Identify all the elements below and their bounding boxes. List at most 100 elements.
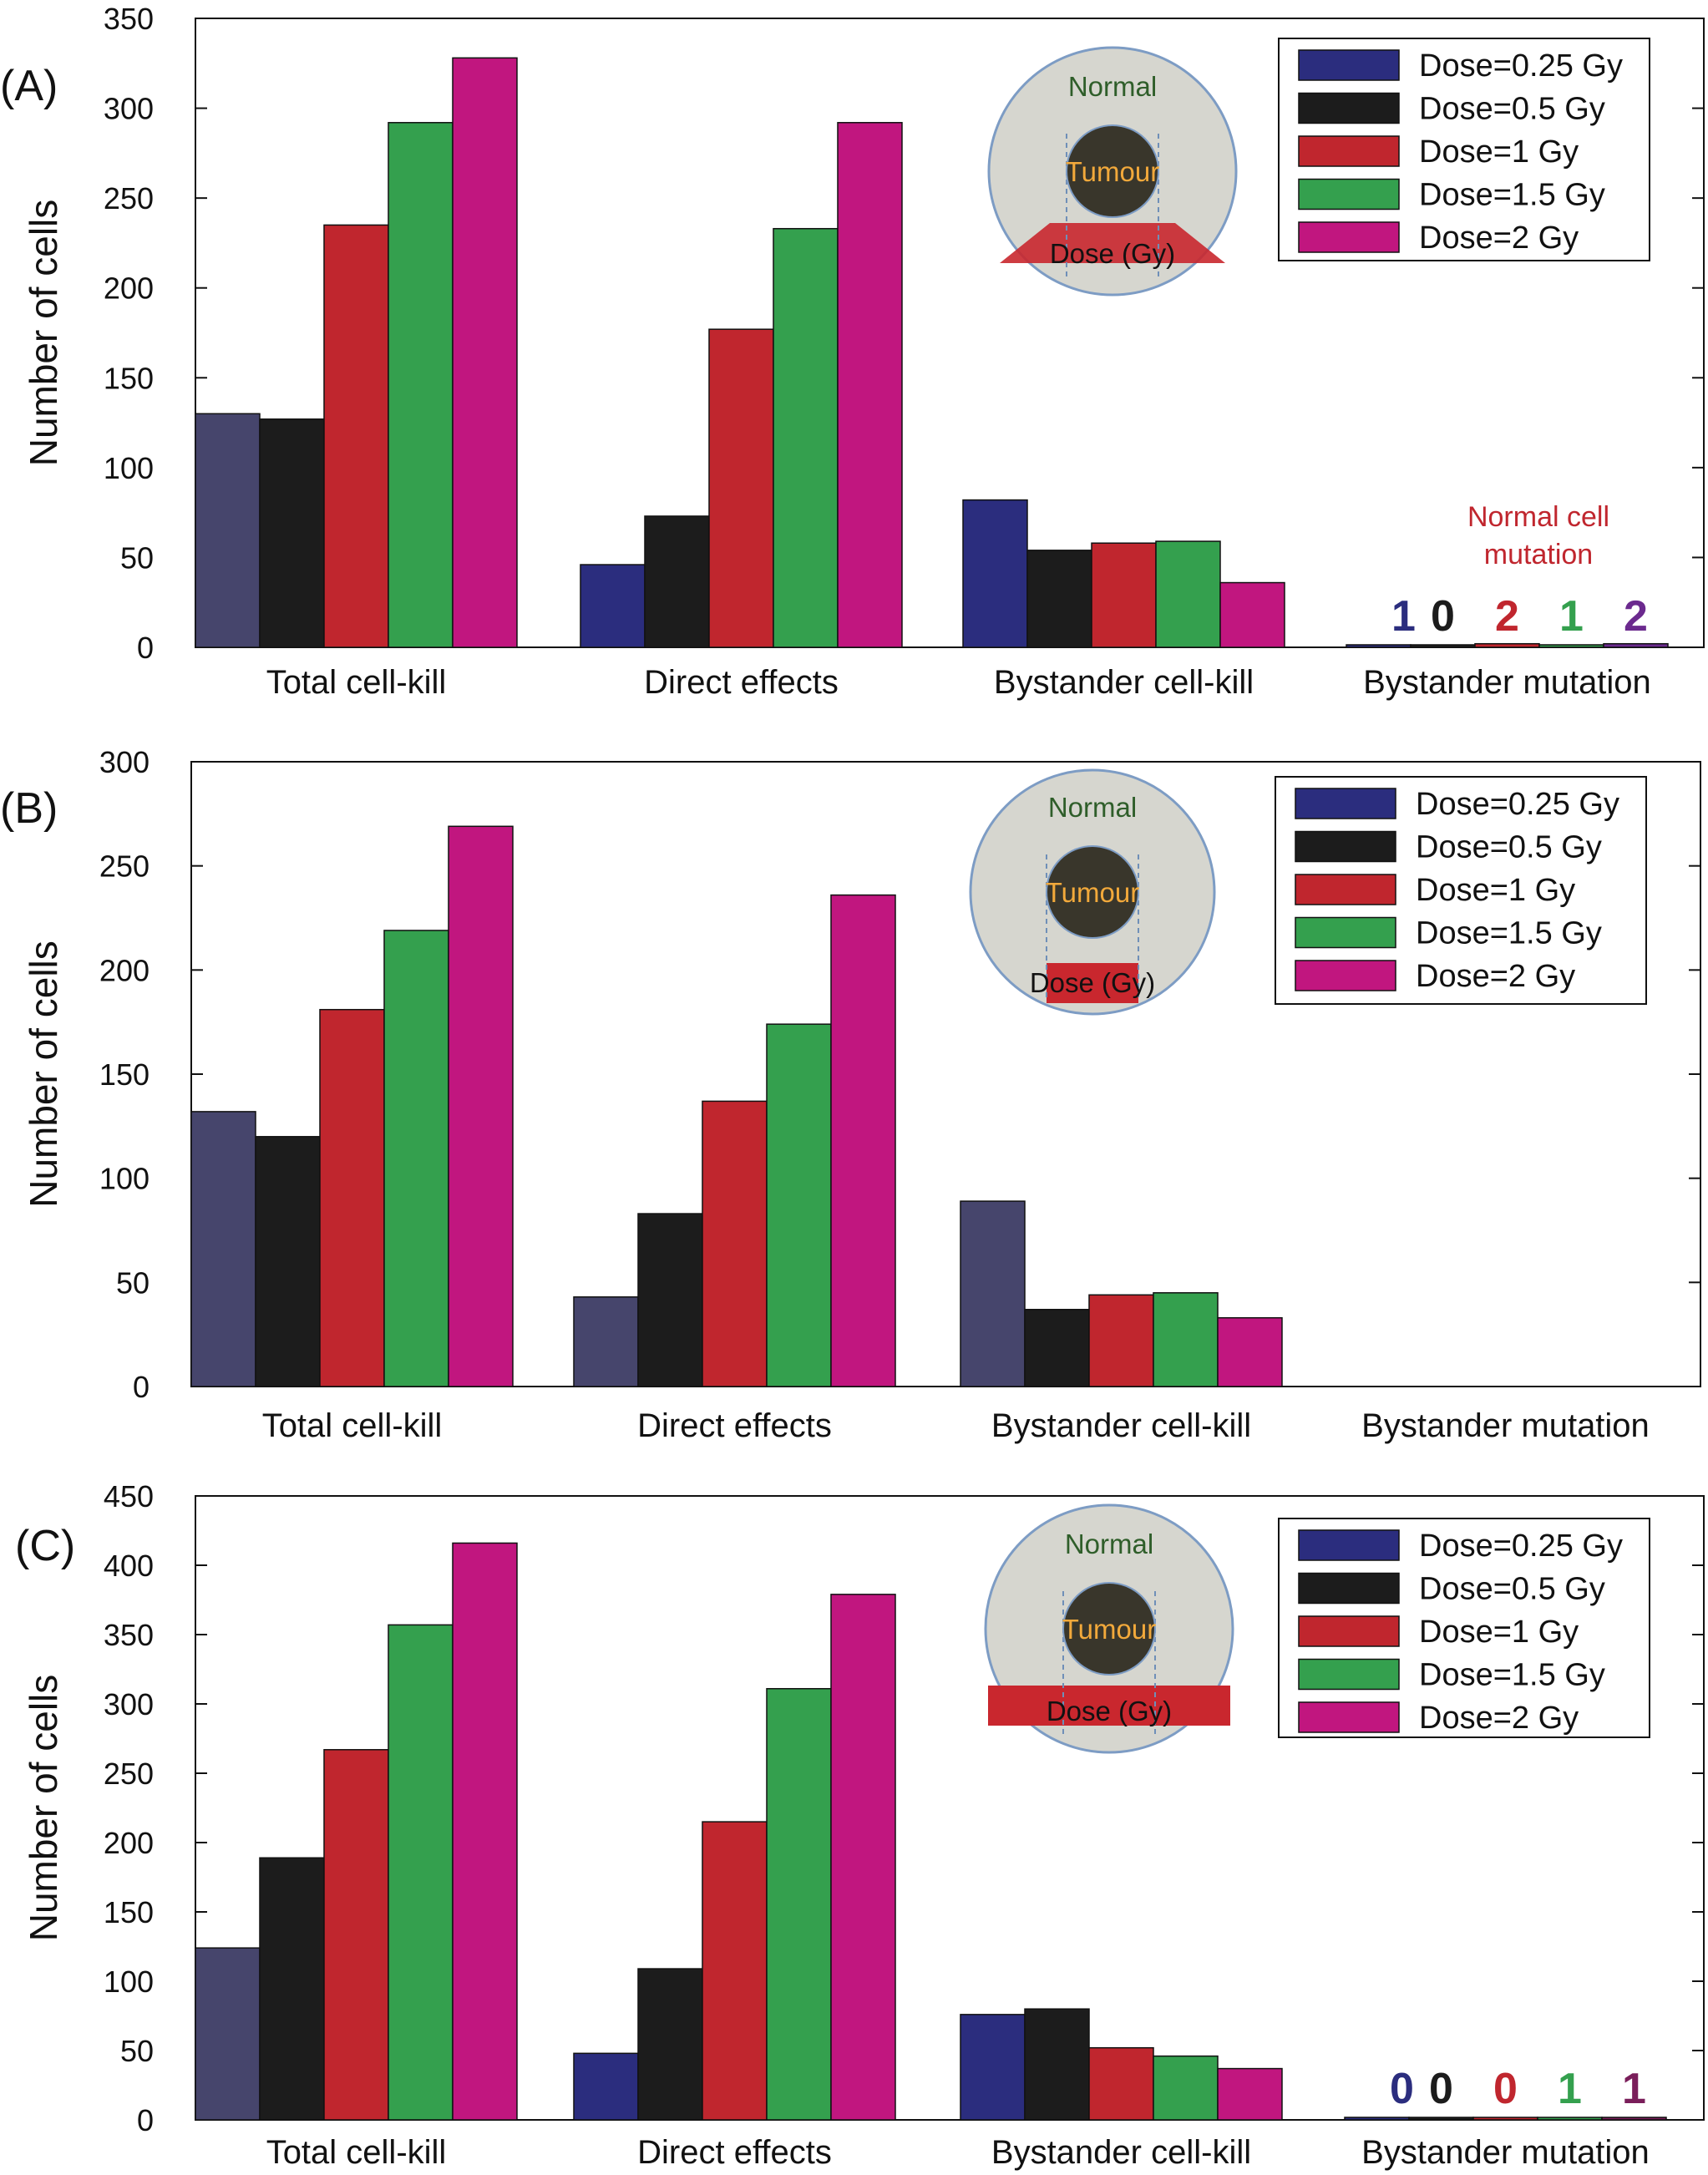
mutation-count-label: 1 xyxy=(1558,2065,1582,2113)
bar-direct-effects-dose-0-5-gy xyxy=(637,1213,703,1387)
dose-geometry-inset: Normal Tumour Dose (Gy) xyxy=(984,1503,1234,1754)
bar-total-cell-kill-dose-1-gy xyxy=(323,224,389,648)
y-tick-label: 300 xyxy=(104,1687,154,1721)
bar-bystander-cell-kill-dose-2-gy xyxy=(1219,581,1285,648)
legend-swatch xyxy=(1298,178,1400,210)
legend-swatch xyxy=(1298,49,1400,81)
bar-direct-effects-dose-0-25-gy xyxy=(573,1296,639,1387)
y-tick-label: 100 xyxy=(104,1965,154,1999)
dose-label: Dose (Gy) xyxy=(1030,967,1155,998)
bar-direct-effects-dose-0-25-gy xyxy=(573,2052,639,2121)
category-label: Total cell-kill xyxy=(262,1407,443,1444)
bar-bystander-cell-kill-dose-1-gy xyxy=(1088,2046,1154,2121)
chart-panel-b: 0 50 100 150 200 250 300 Number of cells (B) Tota… xyxy=(0,745,1701,1444)
bar-bystander-cell-kill-dose-0-5-gy xyxy=(1024,1308,1090,1387)
legend-item-label: Dose=1.5 Gy xyxy=(1416,916,1602,951)
bar-direct-effects-dose-2-gy xyxy=(830,1594,896,2121)
bar-total-cell-kill-dose-1-5-gy xyxy=(388,122,454,648)
y-tick-label: 350 xyxy=(104,2,154,36)
legend-item-label: Dose=1.5 Gy xyxy=(1419,1658,1605,1693)
category-label: Total cell-kill xyxy=(266,664,447,701)
category-label: Direct effects xyxy=(637,1407,832,1444)
bar-total-cell-kill-dose-0-25-gy xyxy=(190,1111,256,1387)
y-tick-label: 0 xyxy=(137,631,154,665)
legend-item-label: Dose=0.25 Gy xyxy=(1416,787,1619,822)
category-label: Direct effects xyxy=(644,664,839,701)
category-label: Bystander cell-kill xyxy=(994,664,1254,701)
panel-label: (C) xyxy=(15,1522,75,1570)
bar-direct-effects-dose-1-5-gy xyxy=(773,227,839,648)
legend: Dose=0.25 Gy Dose=0.5 Gy Dose=1 Gy Dose=1.5… xyxy=(1275,776,1647,1005)
bar-bystander-mutation-dose-0-5-gy xyxy=(1408,2117,1474,2121)
y-tick-label: 50 xyxy=(120,540,154,575)
legend-swatch xyxy=(1298,221,1400,253)
bar-direct-effects-dose-0-5-gy xyxy=(637,1968,703,2121)
mutation-count-label: 0 xyxy=(1429,2065,1453,2113)
y-tick-label: 200 xyxy=(104,1826,154,1860)
normal-label: Normal xyxy=(1048,792,1137,823)
bar-bystander-mutation-dose-0-25-gy xyxy=(1346,644,1412,648)
y-tick-label: 300 xyxy=(104,92,154,126)
bar-bystander-cell-kill-dose-0-5-gy xyxy=(1026,550,1092,648)
y-axis-label: Number of cells xyxy=(22,1675,65,1942)
panel-label: (B) xyxy=(0,784,58,833)
normal-label: Normal xyxy=(1068,71,1157,102)
y-tick-label: 100 xyxy=(104,451,154,485)
mutation-count-label: 0 xyxy=(1431,592,1455,641)
legend: Dose=0.25 Gy Dose=0.5 Gy Dose=1 Gy Dose=1.5… xyxy=(1278,38,1650,261)
y-tick-label: 250 xyxy=(104,181,154,215)
bar-direct-effects-dose-2-gy xyxy=(830,894,896,1387)
legend-item-label: Dose=1.5 Gy xyxy=(1419,178,1605,213)
legend-item-label: Dose=2 Gy xyxy=(1416,959,1575,994)
y-axis-label: Number of cells xyxy=(22,200,65,467)
legend-item-label: Dose=0.25 Gy xyxy=(1419,48,1623,84)
bar-bystander-cell-kill-dose-0-25-gy xyxy=(960,1200,1026,1387)
bar-bystander-cell-kill-dose-0-25-gy xyxy=(960,2014,1026,2121)
y-tick-label: 150 xyxy=(104,361,154,395)
bar-direct-effects-dose-0-5-gy xyxy=(644,515,710,648)
bar-total-cell-kill-dose-0-25-gy xyxy=(195,1947,261,2121)
bar-bystander-cell-kill-dose-1-5-gy xyxy=(1153,2055,1219,2121)
y-tick-label: 50 xyxy=(116,1265,150,1300)
y-tick-label: 250 xyxy=(99,849,150,884)
category-label: Direct effects xyxy=(637,2134,832,2171)
legend-item-label: Dose=1 Gy xyxy=(1419,1615,1579,1650)
dose-beam-region xyxy=(1000,223,1225,263)
bar-bystander-mutation-dose-2-gy xyxy=(1603,642,1669,648)
mutation-count-label: 1 xyxy=(1622,2065,1646,2113)
legend: Dose=0.25 Gy Dose=0.5 Gy Dose=1 Gy Dose=1.5… xyxy=(1278,1518,1650,1738)
bar-direct-effects-dose-1-5-gy xyxy=(766,1687,832,2121)
bar-total-cell-kill-dose-0-25-gy xyxy=(195,413,261,648)
bar-bystander-cell-kill-dose-0-25-gy xyxy=(962,499,1028,648)
dose-label: Dose (Gy) xyxy=(1050,238,1175,269)
legend-item-label: Dose=1 Gy xyxy=(1419,134,1579,170)
bar-bystander-cell-kill-dose-1-5-gy xyxy=(1155,540,1221,648)
normal-cell-mutation-annotation: Normal cell xyxy=(1467,501,1609,533)
bar-direct-effects-dose-1-gy xyxy=(708,328,774,648)
legend-swatch xyxy=(1298,1701,1400,1733)
legend-swatch xyxy=(1298,1529,1400,1561)
bar-bystander-mutation-dose-1-5-gy xyxy=(1538,644,1604,648)
legend-swatch xyxy=(1295,874,1396,905)
dose-beam-region xyxy=(1047,963,1138,1003)
legend-item-label: Dose=0.25 Gy xyxy=(1419,1529,1623,1564)
legend-swatch xyxy=(1298,135,1400,167)
bar-bystander-mutation-dose-0-25-gy xyxy=(1344,2117,1410,2121)
legend-swatch xyxy=(1295,788,1396,819)
panel-label: (A) xyxy=(0,62,58,110)
mutation-count-label: 1 xyxy=(1391,592,1416,641)
mutation-count-label: 1 xyxy=(1559,592,1584,641)
bar-total-cell-kill-dose-1-5-gy xyxy=(388,1624,454,2121)
bar-direct-effects-dose-0-25-gy xyxy=(580,564,646,648)
bar-bystander-mutation-dose-2-gy xyxy=(1601,2117,1667,2121)
y-tick-label: 300 xyxy=(99,745,150,779)
bar-total-cell-kill-dose-1-gy xyxy=(323,1749,389,2121)
y-tick-label: 100 xyxy=(99,1162,150,1196)
legend-item-label: Dose=2 Gy xyxy=(1419,1701,1579,1736)
bar-total-cell-kill-dose-2-gy xyxy=(452,1542,518,2121)
y-tick-label: 150 xyxy=(104,1895,154,1929)
plot-frame xyxy=(195,18,1705,648)
mutation-count-label: 0 xyxy=(1493,2065,1518,2113)
mutation-count-label: 2 xyxy=(1624,592,1648,641)
